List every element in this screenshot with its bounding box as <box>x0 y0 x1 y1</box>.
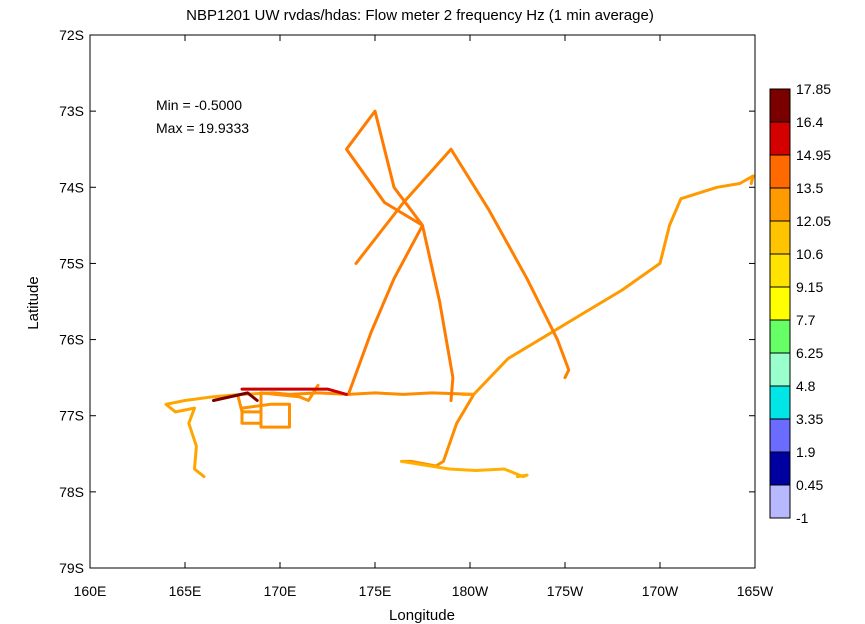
track-ship-track-northeast <box>354 147 571 380</box>
colorbar-segment <box>770 419 790 452</box>
colorbar-segment <box>770 155 790 188</box>
ship-tracks-group <box>164 109 755 479</box>
colorbar-label: 7.7 <box>796 312 816 328</box>
y-tick-label: 78S <box>59 484 84 500</box>
colorbar-label: 0.45 <box>796 477 823 493</box>
x-tick-label: 170E <box>264 583 297 599</box>
chart-title: NBP1201 UW rvdas/hdas: Flow meter 2 freq… <box>186 7 654 24</box>
colorbar-label: 1.9 <box>796 444 816 460</box>
y-axis-label: Latitude <box>25 276 42 329</box>
y-tick-label: 79S <box>59 560 84 576</box>
y-tick-label: 74S <box>59 179 84 195</box>
x-tick-label: 165W <box>737 583 774 599</box>
colorbar-segment <box>770 122 790 155</box>
track-ship-track-west-coast <box>164 391 274 479</box>
colorbar-label: 16.4 <box>796 114 823 130</box>
x-tick-label: 175E <box>359 583 392 599</box>
y-tick-label: 73S <box>59 103 84 119</box>
y-tick-labels: 72S 73S 74S 75S 76S 77S 78S 79S <box>59 27 84 576</box>
colorbar-label: 13.5 <box>796 180 823 196</box>
colorbar-segment <box>770 89 790 122</box>
colorbar-label: 17.85 <box>796 81 831 97</box>
y-tick-label: 76S <box>59 332 84 348</box>
max-annotation: Max = 19.9333 <box>156 120 249 136</box>
plot-frame <box>89 34 756 569</box>
colorbar-segment <box>770 188 790 221</box>
colorbar-segment <box>770 221 790 254</box>
track-ship-track-ross-front <box>400 459 529 479</box>
colorbar-label: 3.35 <box>796 411 823 427</box>
colorbar-segment <box>770 254 790 287</box>
x-axis-label: Longitude <box>389 607 455 624</box>
x-tick-labels: 160E 165E 170E 175E 180W 175W 170W 165W <box>74 583 774 599</box>
axis-ticks-group <box>89 34 756 569</box>
colorbar-label: 14.95 <box>796 147 831 163</box>
x-tick-label: 160E <box>74 583 107 599</box>
colorbar-label: 10.6 <box>796 246 823 262</box>
y-tick-label: 72S <box>59 27 84 43</box>
y-tick-label: 75S <box>59 255 84 271</box>
y-tick-label: 77S <box>59 408 84 424</box>
colorbar: 17.85 16.4 14.95 13.5 12.05 10.6 9.15 7.7 6.25 4.… <box>769 81 831 526</box>
x-tick-label: 180W <box>452 583 489 599</box>
track-ship-track-mcmurdo-grid <box>236 383 320 429</box>
x-tick-label: 165E <box>169 583 202 599</box>
x-tick-label: 175W <box>547 583 584 599</box>
colorbar-segment <box>770 485 790 518</box>
colorbar-segment <box>770 452 790 485</box>
colorbar-segment <box>770 287 790 320</box>
colorbar-segment <box>770 320 790 353</box>
track-ship-track-east <box>460 174 755 396</box>
track-ship-track-darkred <box>212 391 259 402</box>
colorbar-label: 9.15 <box>796 279 823 295</box>
track-ship-track-main <box>270 391 476 468</box>
colorbar-label: 4.8 <box>796 378 816 394</box>
colorbar-label: 6.25 <box>796 345 823 361</box>
track-ship-track-north-loop <box>345 109 455 402</box>
min-annotation: Min = -0.5000 <box>156 97 242 113</box>
colorbar-label: 12.05 <box>796 213 831 229</box>
colorbar-frame <box>769 88 791 519</box>
x-tick-label: 170W <box>642 583 679 599</box>
colorbar-label: -1 <box>796 510 809 526</box>
colorbar-segment <box>770 353 790 386</box>
track-ship-track-red-segments <box>240 387 348 396</box>
colorbar-segment <box>770 386 790 419</box>
